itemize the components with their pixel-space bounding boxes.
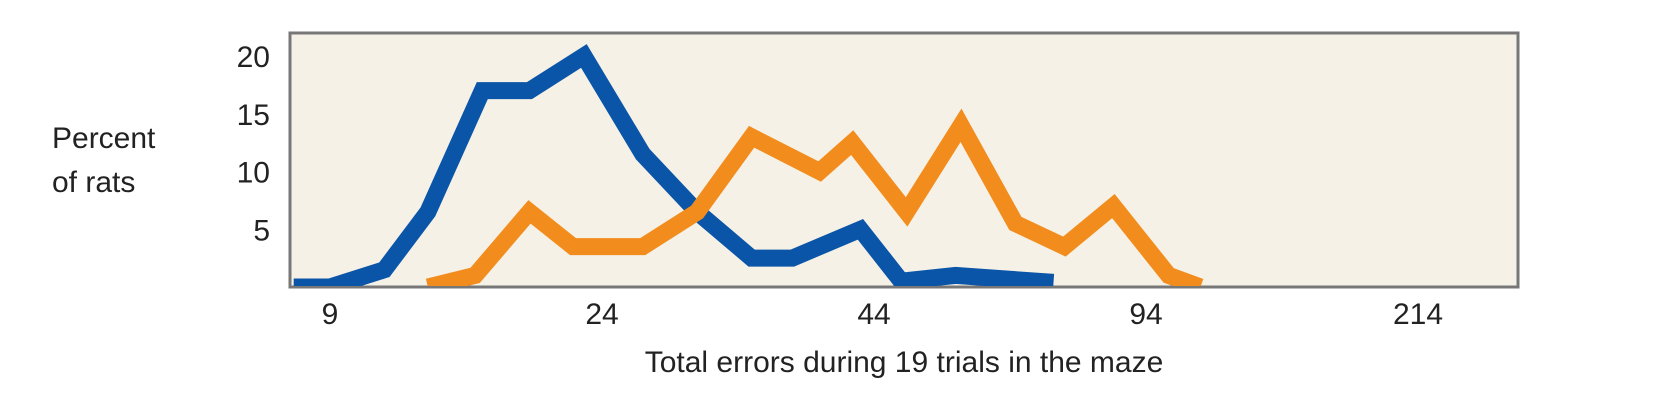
y-tick-label: 15: [237, 99, 270, 132]
x-tick-label: 44: [857, 298, 890, 331]
x-tick-label: 214: [1393, 298, 1443, 331]
series-line-2: [425, 108, 1204, 286]
y-axis-label-line-1: Percent: [52, 122, 156, 155]
y-tick-label: 10: [237, 157, 270, 190]
x-tick-label: 94: [1129, 298, 1162, 331]
y-tick-label: 5: [253, 214, 270, 247]
y-tick-label: 20: [237, 41, 270, 74]
plot-area: [288, 31, 1520, 289]
y-axis-label-line-2: of rats: [52, 166, 135, 199]
x-axis-label: Total errors during 19 trials in the maz…: [645, 346, 1164, 379]
x-tick-label: 9: [322, 298, 339, 331]
x-tick-label: 24: [585, 298, 618, 331]
